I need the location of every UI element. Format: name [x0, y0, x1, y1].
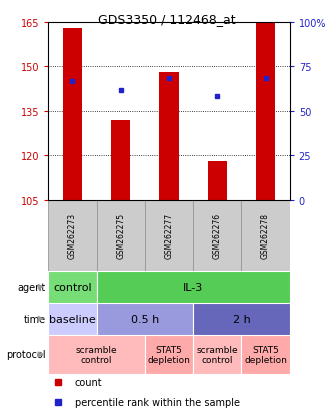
Bar — [48, 335, 145, 374]
Text: agent: agent — [18, 282, 46, 292]
Bar — [159, 73, 178, 200]
Text: GSM262277: GSM262277 — [165, 213, 173, 259]
Bar — [145, 335, 193, 374]
Text: scramble
control: scramble control — [196, 345, 238, 364]
Text: control: control — [53, 282, 92, 292]
Text: baseline: baseline — [49, 314, 96, 324]
Bar — [63, 28, 82, 200]
Text: 0.5 h: 0.5 h — [131, 314, 159, 324]
Text: GSM262275: GSM262275 — [116, 213, 125, 259]
Bar — [241, 335, 290, 374]
Text: GDS3350 / 112468_at: GDS3350 / 112468_at — [98, 13, 235, 26]
Text: STAT5
depletion: STAT5 depletion — [148, 345, 190, 364]
Text: time: time — [24, 314, 46, 324]
Bar — [193, 303, 290, 335]
Bar — [256, 23, 275, 200]
Text: IL-3: IL-3 — [183, 282, 203, 292]
Text: STAT5
depletion: STAT5 depletion — [244, 345, 287, 364]
Bar — [111, 120, 130, 200]
Bar — [48, 271, 97, 303]
Bar — [97, 303, 193, 335]
Bar — [97, 271, 290, 303]
Text: GSM262278: GSM262278 — [261, 213, 270, 259]
Text: percentile rank within the sample: percentile rank within the sample — [75, 397, 240, 407]
Bar — [193, 335, 241, 374]
Bar — [208, 161, 227, 200]
Text: scramble
control: scramble control — [76, 345, 117, 364]
Text: count: count — [75, 377, 103, 387]
Text: GSM262276: GSM262276 — [213, 213, 222, 259]
Text: protocol: protocol — [6, 349, 46, 359]
Text: 2 h: 2 h — [232, 314, 250, 324]
Text: GSM262273: GSM262273 — [68, 213, 77, 259]
Bar — [48, 303, 97, 335]
